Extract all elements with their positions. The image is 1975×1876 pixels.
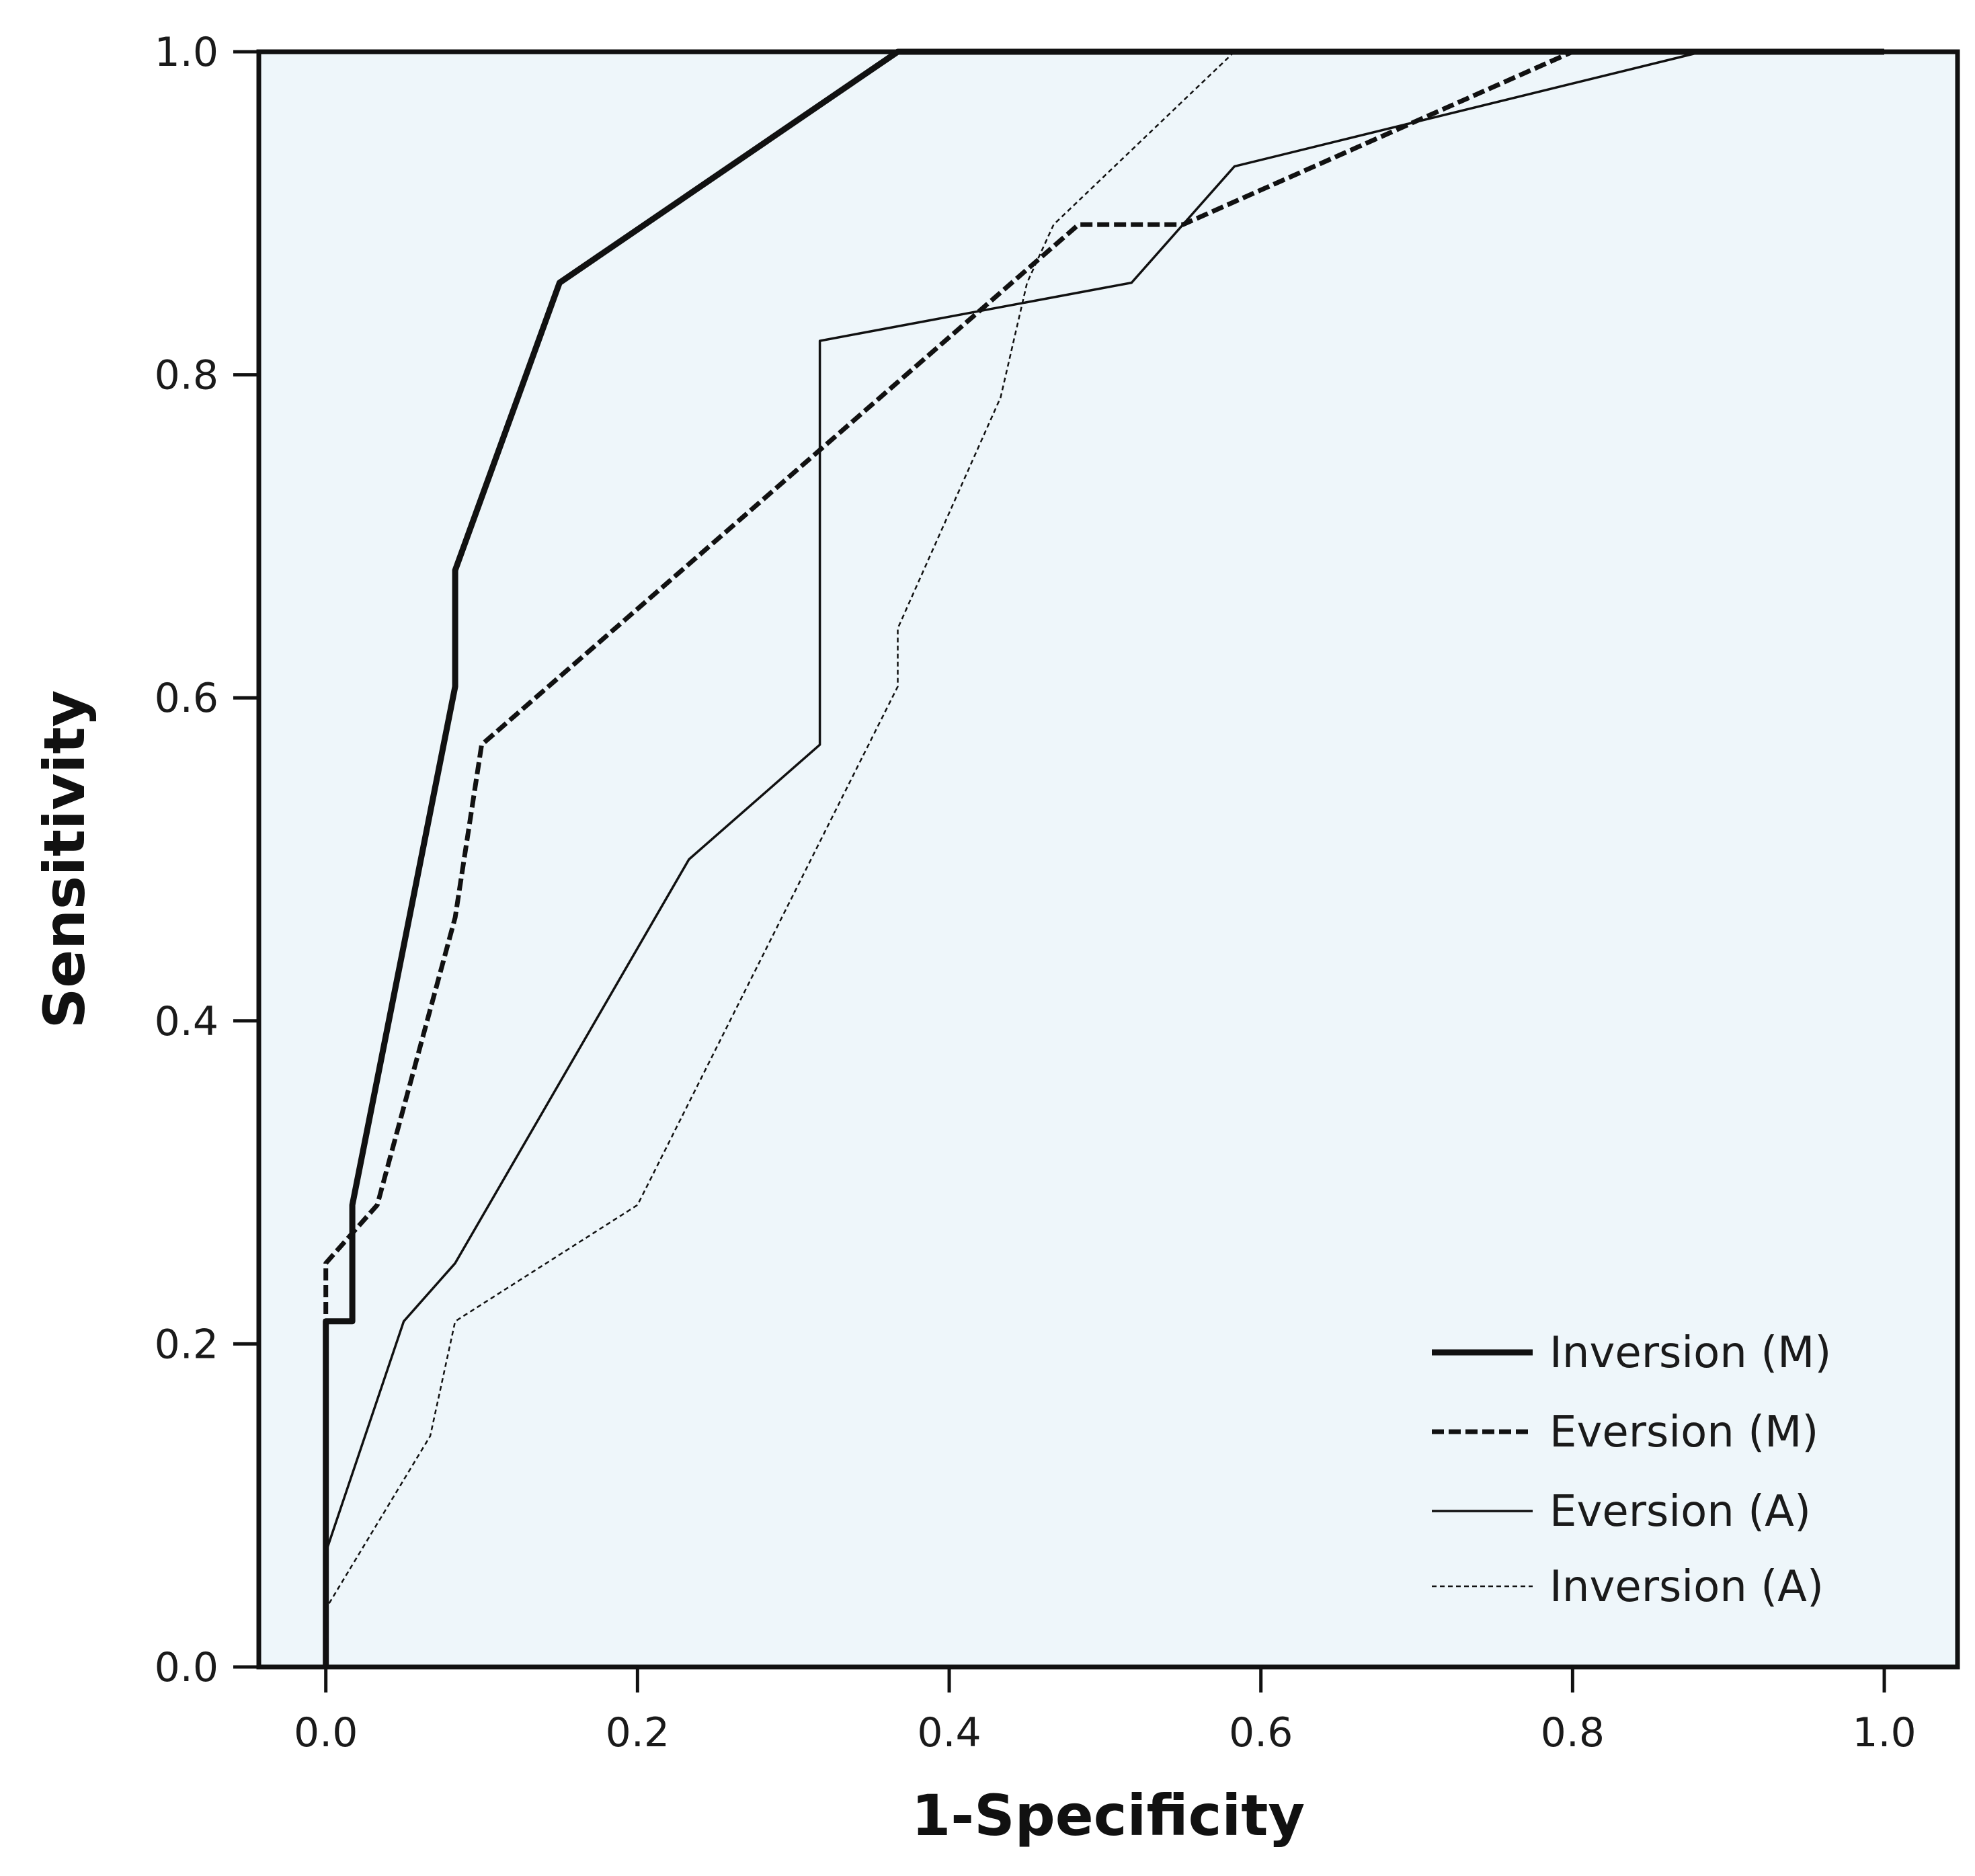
y-tick-label: 1.0 [155,29,218,76]
x-tick-label: 0.0 [294,1709,358,1756]
x-axis-ticks: 0.0 0.2 0.4 0.6 0.8 1.0 [294,1667,1917,1756]
legend: Inversion (M) Eversion (M) Eversion (A) Inv… [1432,1328,1831,1612]
x-tick-label: 0.6 [1229,1709,1293,1756]
x-tick-label: 1.0 [1852,1709,1916,1756]
y-tick-label: 0.8 [155,352,218,399]
legend-label-3: Eversion (A) [1549,1487,1811,1537]
y-tick-label: 0.0 [155,1644,218,1691]
y-tick-label: 0.4 [155,998,218,1045]
y-axis-ticks: 0.0 0.2 0.4 0.6 0.8 1.0 [155,29,259,1691]
y-tick-label: 0.6 [155,675,218,722]
plot-area [259,52,1958,1667]
plot-frame [256,49,1960,1670]
y-tick-label: 0.2 [155,1321,218,1368]
series-line-4 [325,50,1884,1667]
legend-label-1: Inversion (M) [1549,1328,1831,1378]
legend-label-2: Eversion (M) [1549,1408,1818,1457]
series-line-1 [323,48,1884,1667]
series-line-2 [323,49,1884,1667]
x-tick-label: 0.4 [917,1709,981,1756]
x-tick-label: 0.8 [1541,1709,1605,1756]
series-layer [323,48,1884,1667]
y-axis-title: Sensitivity [32,690,97,1028]
x-tick-label: 0.2 [606,1709,670,1756]
x-axis-title: 1-Specificity [912,1783,1305,1848]
series-line-3 [324,50,1884,1667]
legend-label-4: Inversion (A) [1549,1562,1824,1612]
